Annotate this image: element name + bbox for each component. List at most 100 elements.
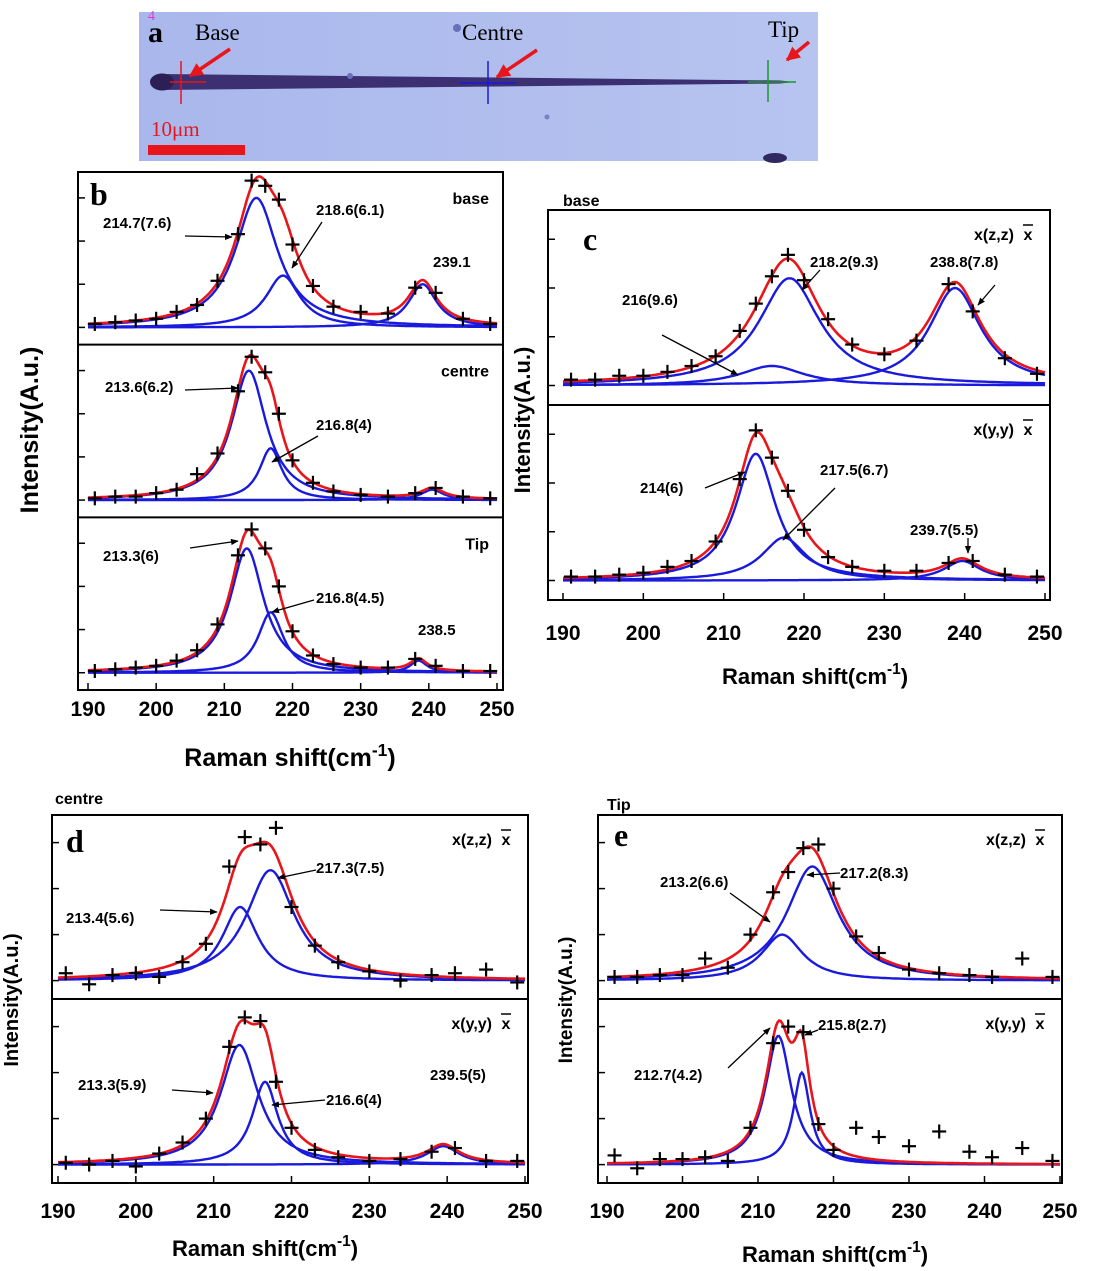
data-point [190, 467, 205, 482]
polarization-label: x(z,z) [986, 832, 1026, 849]
arrow [188, 47, 231, 78]
data-point [743, 927, 758, 942]
data-point [175, 1135, 190, 1150]
data-point [564, 569, 579, 584]
polarization-bar-label: x [1024, 422, 1033, 439]
data-point [1029, 569, 1044, 584]
data-point [612, 567, 627, 582]
data-point [408, 280, 423, 295]
annotation-arrow [189, 538, 239, 549]
peak-annotation: 239.1 [433, 254, 471, 271]
data-point [845, 337, 860, 352]
x-tick-label: 250 [1042, 1200, 1077, 1223]
annotation-arrow [727, 1027, 771, 1069]
polarization-bar-label: x [502, 1016, 511, 1033]
x-axis-label-sup: -1 [887, 661, 901, 678]
y-axis-label: Intensity(A.u.) [556, 937, 577, 1064]
x-tick-label: 240 [967, 1200, 1002, 1223]
x-axis-label-end: ) [921, 1242, 928, 1267]
data-point [284, 1120, 299, 1135]
annotation-arrow [801, 269, 821, 291]
data-point [821, 312, 836, 327]
data-point [380, 306, 395, 321]
data-point [108, 315, 123, 330]
data-point [675, 1152, 690, 1167]
x-tick-label: 220 [274, 1200, 309, 1223]
data-point [428, 480, 443, 495]
nanowire [160, 74, 795, 90]
y-axis-label: Intensity(A.u.) [16, 347, 44, 514]
peak-annotation: 217.3(7.5) [316, 860, 384, 877]
data-point [128, 966, 143, 981]
data-point [796, 1025, 811, 1040]
data-point [380, 489, 395, 504]
data-point [253, 837, 268, 852]
data-point [305, 475, 320, 490]
data-point [258, 178, 273, 193]
data-point [766, 1036, 781, 1051]
data-point [698, 1150, 713, 1165]
x-tick-label: 190 [545, 622, 580, 645]
data-point [985, 1150, 1000, 1165]
x-axis-label-sup: -1 [337, 1233, 351, 1250]
fit-curve [606, 1019, 1060, 1166]
nanowire-base [150, 73, 174, 91]
data-point [237, 830, 252, 845]
peak-annotation: 217.5(6.7) [820, 462, 888, 479]
data-point [455, 311, 470, 326]
x-tick-label: 230 [343, 698, 378, 721]
data-point [708, 349, 723, 364]
data-point [222, 1039, 237, 1054]
subplot-label: base [453, 191, 490, 208]
data-point [781, 865, 796, 880]
annotation-arrow [271, 1099, 326, 1108]
data-point [1045, 969, 1060, 984]
peak-annotation: 213.3(5.9) [78, 1077, 146, 1094]
data-point [796, 841, 811, 856]
data-point [58, 966, 73, 981]
data-point [780, 247, 795, 262]
data-point [708, 534, 723, 549]
peak-annotation: 218.2(9.3) [810, 254, 878, 271]
data-point [190, 297, 205, 312]
peak-annotation: 238.5 [418, 622, 456, 639]
x-tick-label: 210 [196, 1200, 231, 1223]
x-tick-label: 240 [947, 622, 982, 645]
data-point [588, 372, 603, 387]
x-axis-label: Raman shift(cm-1) [172, 1233, 358, 1261]
data-point [1015, 1141, 1030, 1156]
polarization-label: x(y,y) [451, 1016, 492, 1033]
x-axis-label-sup: -1 [372, 740, 388, 760]
data-point [780, 483, 795, 498]
data-point [169, 482, 184, 497]
data-point [510, 975, 525, 990]
data-point [902, 1139, 916, 1154]
peak-annotation: 216.6(4) [326, 1092, 382, 1109]
panel-label: d [66, 823, 84, 859]
scale-label: 10μm [151, 117, 200, 141]
x-tick-label: 220 [786, 622, 821, 645]
component-curve [563, 286, 1046, 387]
annotation-arrow [661, 334, 739, 376]
annotation-arrow [271, 599, 315, 614]
data-point [826, 881, 841, 896]
data-point [636, 368, 651, 383]
data-point [271, 192, 286, 207]
data-point [826, 1142, 841, 1157]
arrow [495, 48, 538, 79]
panel-label: e [614, 817, 628, 853]
x-tick-label: 240 [430, 1200, 465, 1223]
data-point [305, 648, 320, 663]
data-point [222, 859, 237, 874]
x-tick-label: 220 [816, 1200, 851, 1223]
data-point [821, 550, 836, 565]
data-point [675, 968, 690, 983]
data-point [271, 406, 286, 421]
peak-annotation: 216.8(4) [316, 417, 372, 434]
data-point [87, 316, 102, 331]
polarization-label: x(y,y) [973, 422, 1014, 439]
data-point [636, 565, 651, 580]
data-point [307, 938, 322, 953]
data-point [811, 837, 826, 852]
